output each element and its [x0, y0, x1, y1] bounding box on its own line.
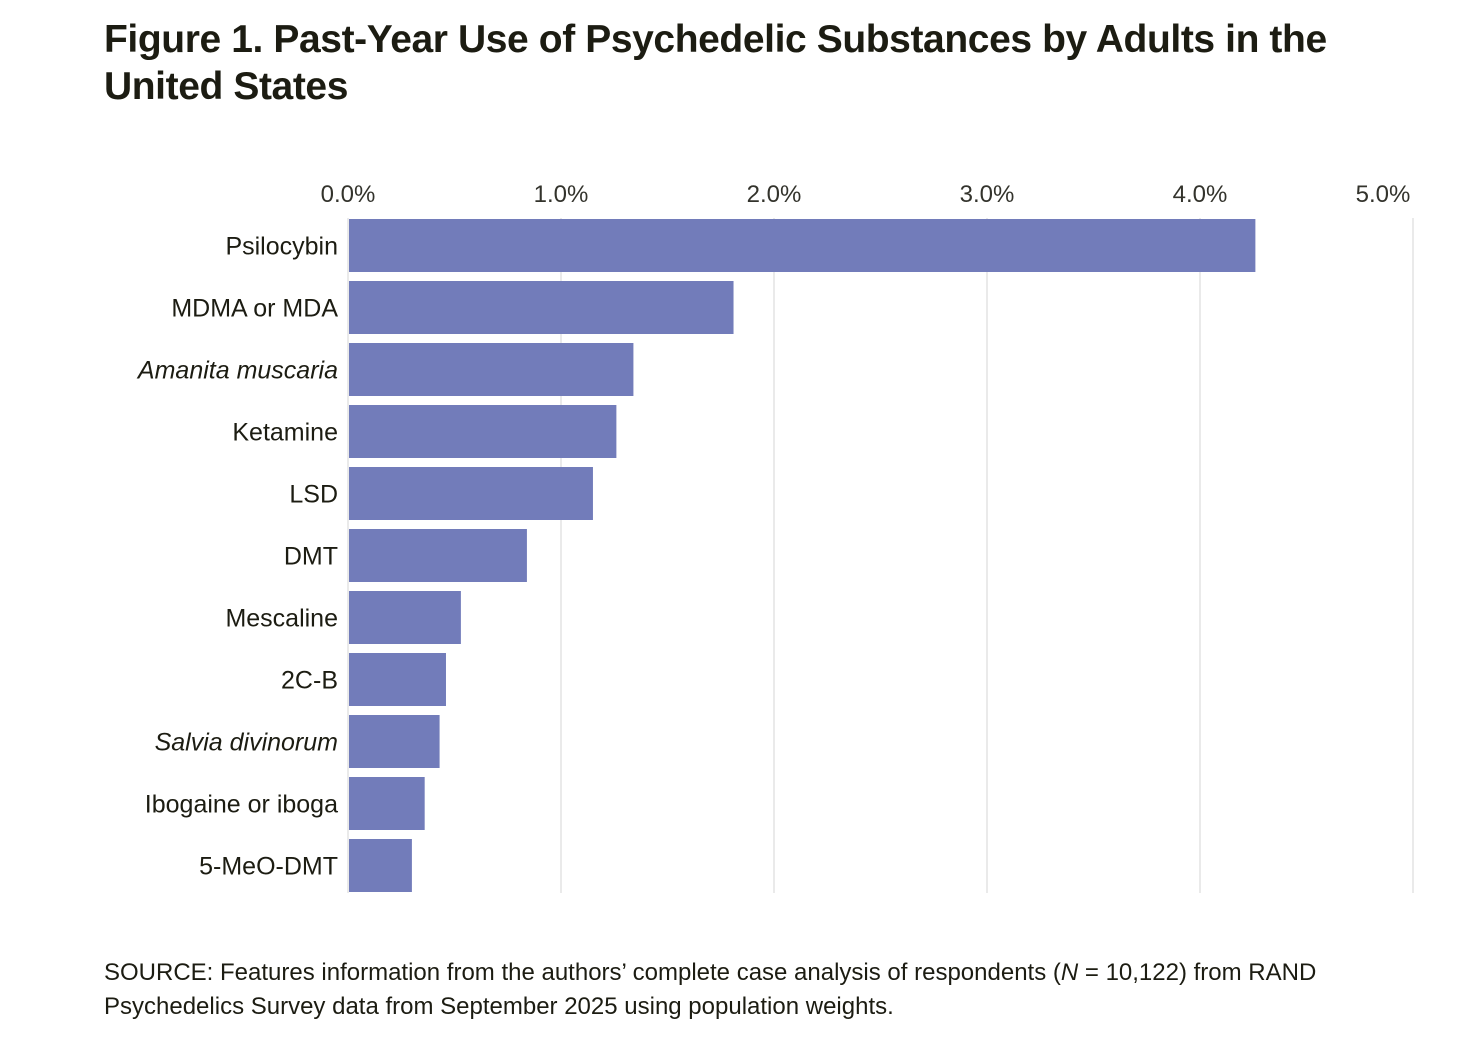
category-label: Amanita muscaria [136, 357, 338, 385]
x-tick-label: 4.0% [1173, 181, 1228, 208]
bar-amanita-muscaria [349, 343, 634, 396]
source-n-symbol: N [1060, 959, 1079, 986]
bar-5-meo-dmt [349, 839, 412, 892]
bar-dmt [349, 529, 527, 582]
category-label: 5-MeO-DMT [199, 853, 338, 881]
category-label: MDMA or MDA [171, 295, 338, 323]
category-label: Psilocybin [225, 233, 338, 261]
category-label: Ibogaine or iboga [145, 791, 338, 819]
source-suffix: = 10,122) from RAND Psychedelics Survey … [104, 959, 1317, 1020]
bar-lsd [349, 467, 593, 520]
bar-salvia-divinorum [349, 715, 440, 768]
note-cut-off [104, 1030, 1404, 1038]
category-label: 2C-B [281, 667, 338, 695]
x-tick-label: 1.0% [534, 181, 589, 208]
category-label: Ketamine [232, 419, 338, 447]
figure-title-text: Past-Year Use of Psychedelic Substances … [104, 18, 1327, 108]
category-label: Salvia divinorum [155, 729, 338, 757]
bar-mescaline [349, 591, 461, 644]
source-note: SOURCE: Features information from the au… [104, 956, 1424, 1024]
x-tick-label: 5.0% [1356, 181, 1411, 208]
category-labels: Psilocybin MDMA or MDA Amanita muscaria Ket… [136, 233, 338, 881]
x-tick-label: 2.0% [747, 181, 802, 208]
bar-chart: 0.0% 1.0% 2.0% 3.0% 4.0% 5.0% Psilocybin MDMA … [136, 181, 1414, 893]
bar-psilocybin [349, 219, 1256, 272]
bar-ibogaine-or-iboga [349, 777, 425, 830]
x-tick-label: 0.0% [321, 181, 376, 208]
x-tick-label: 3.0% [960, 181, 1015, 208]
figure-label: Figure 1. [104, 18, 263, 61]
x-axis-ticks: 0.0% 1.0% 2.0% 3.0% 4.0% 5.0% [321, 181, 1411, 208]
chart-title: Figure 1. Past-Year Use of Psychedelic S… [104, 16, 1424, 110]
bars [349, 219, 1256, 892]
category-label: DMT [284, 543, 338, 571]
bar-2c-b [349, 653, 446, 706]
category-label: Mescaline [225, 605, 338, 633]
source-prefix: SOURCE: Features information from the au… [104, 959, 1061, 986]
category-label: LSD [289, 481, 338, 509]
bar-ketamine [349, 405, 617, 458]
bar-mdma-or-mda [349, 281, 734, 334]
